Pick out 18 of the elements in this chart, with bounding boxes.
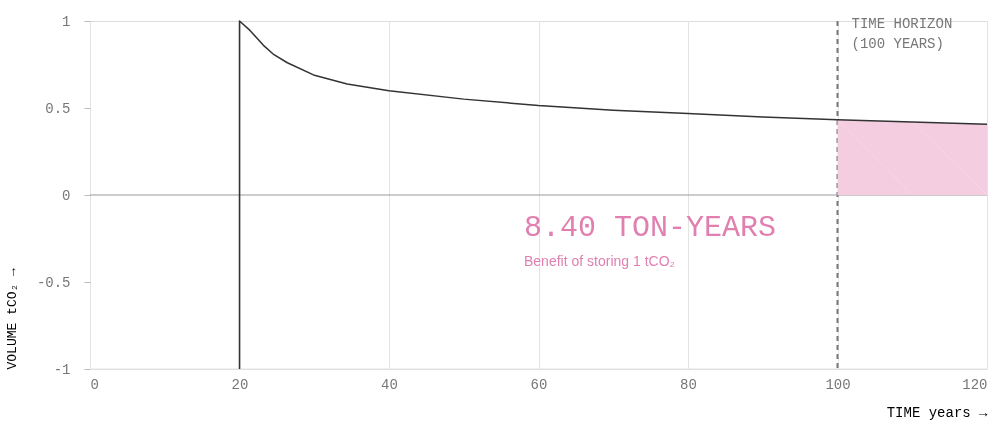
annotation: 8.40 TON-YEARS: [524, 211, 777, 245]
x-tick-label: 60: [530, 376, 548, 393]
y-axis-title: VOLUME tCO₂ →: [4, 267, 20, 370]
y-tick-label: 0.5: [45, 100, 71, 117]
x-tick-label: 0: [90, 376, 99, 393]
x-axis-title: TIME years →: [886, 404, 989, 421]
y-tick-label: -1: [53, 361, 71, 378]
x-tick-label: 40: [381, 376, 398, 393]
line-series: [238, 20, 988, 370]
x-tick-label: 120: [962, 376, 988, 393]
y-tick-label: -0.5: [36, 274, 71, 291]
x-tick-label: 100: [825, 376, 851, 393]
y-tick-label: 1: [62, 13, 71, 30]
x-tick-label: 80: [680, 376, 697, 393]
annotation: Benefit of storing 1 tCO₂: [524, 253, 675, 269]
y-tick-label: 0: [62, 187, 71, 204]
ref-line-label: TIME HORIZON (100 YEARS): [851, 16, 953, 52]
x-tick-label: 20: [231, 376, 249, 393]
